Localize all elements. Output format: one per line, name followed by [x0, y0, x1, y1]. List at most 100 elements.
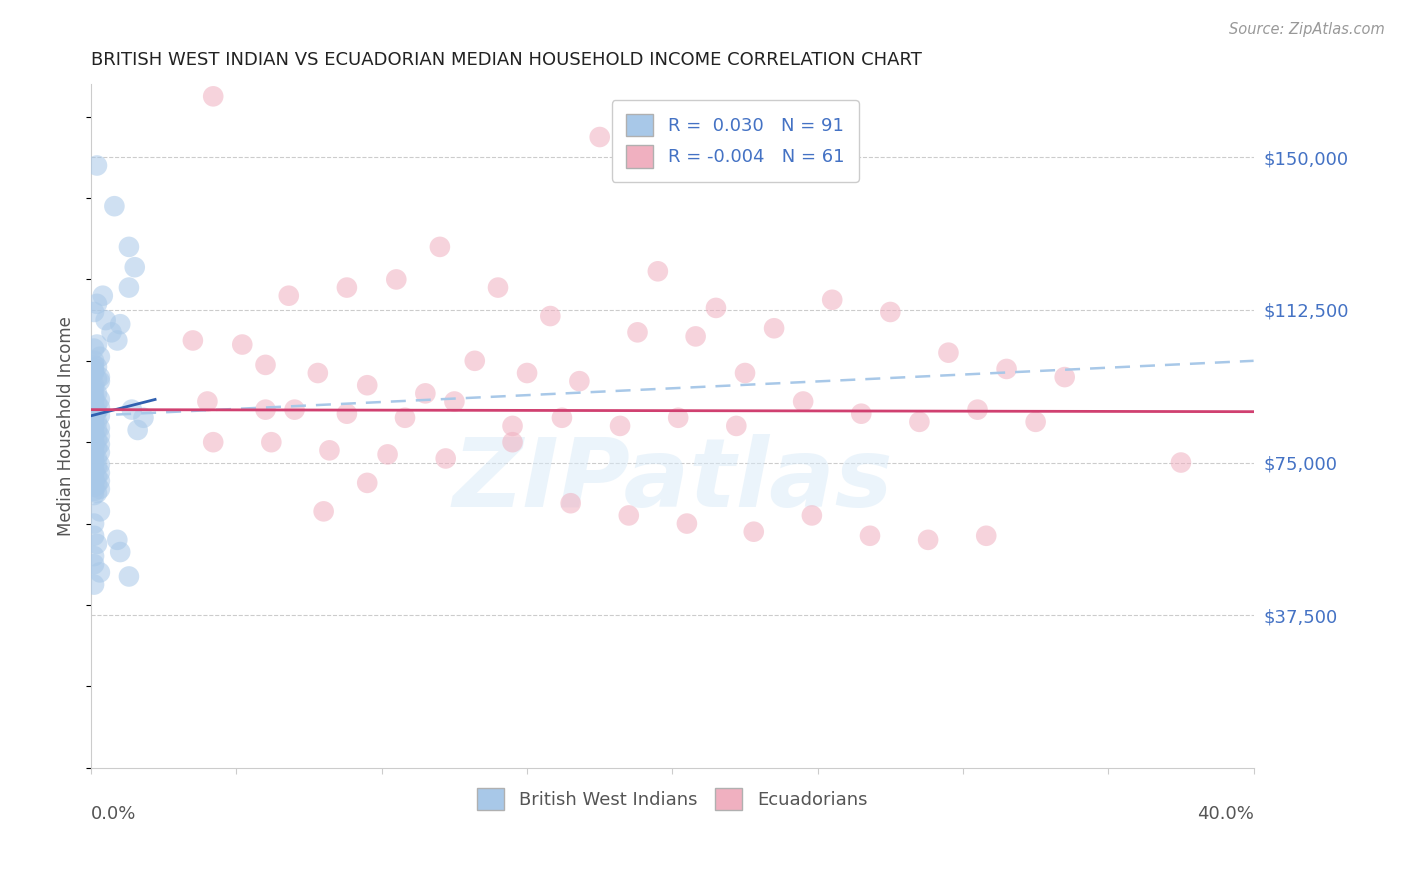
Point: [83, 475, 105, 490]
Point: [859, 529, 882, 543]
Point: [89, 392, 111, 407]
Point: [464, 353, 486, 368]
Point: [385, 272, 408, 286]
Point: [312, 504, 335, 518]
Point: [83, 435, 105, 450]
Point: [89, 421, 111, 435]
Point: [851, 407, 873, 421]
Point: [685, 329, 707, 343]
Point: [83, 472, 105, 486]
Point: [83, 394, 105, 409]
Point: [394, 410, 416, 425]
Point: [86, 470, 108, 484]
Point: [83, 529, 105, 543]
Point: [307, 366, 329, 380]
Point: [86, 459, 108, 474]
Point: [647, 264, 669, 278]
Point: [132, 410, 155, 425]
Point: [83, 427, 105, 442]
Point: [89, 409, 111, 423]
Point: [83, 382, 105, 396]
Point: [89, 466, 111, 480]
Point: [124, 260, 146, 275]
Point: [83, 378, 105, 392]
Point: [83, 391, 105, 405]
Point: [254, 358, 277, 372]
Point: [83, 443, 105, 458]
Point: [83, 353, 105, 368]
Point: [110, 317, 132, 331]
Point: [83, 464, 105, 478]
Point: [83, 558, 105, 572]
Point: [89, 374, 111, 388]
Point: [284, 402, 307, 417]
Point: [377, 447, 399, 461]
Point: [1053, 370, 1076, 384]
Point: [1170, 456, 1192, 470]
Point: [118, 240, 141, 254]
Point: [486, 280, 509, 294]
Text: 40.0%: 40.0%: [1197, 805, 1254, 823]
Point: [609, 418, 631, 433]
Point: [89, 458, 111, 472]
Point: [83, 402, 105, 417]
Point: [89, 350, 111, 364]
Point: [938, 345, 960, 359]
Point: [83, 450, 105, 464]
Point: [202, 435, 225, 450]
Point: [502, 435, 524, 450]
Point: [336, 407, 359, 421]
Point: [83, 362, 105, 376]
Point: [83, 358, 105, 372]
Point: [516, 366, 538, 380]
Point: [83, 439, 105, 453]
Point: [86, 537, 108, 551]
Point: [538, 309, 561, 323]
Point: [86, 405, 108, 419]
Point: [83, 388, 105, 402]
Point: [336, 280, 359, 294]
Text: 0.0%: 0.0%: [91, 805, 136, 823]
Point: [105, 533, 128, 547]
Point: [725, 418, 748, 433]
Point: [83, 364, 105, 378]
Point: [105, 334, 128, 348]
Point: [1025, 415, 1047, 429]
Point: [260, 435, 283, 450]
Point: [86, 297, 108, 311]
Point: [83, 577, 105, 591]
Point: [83, 447, 105, 461]
Point: [429, 240, 451, 254]
Point: [89, 482, 111, 496]
Point: [83, 305, 105, 319]
Point: [121, 402, 143, 417]
Point: [83, 431, 105, 445]
Point: [356, 475, 378, 490]
Point: [83, 467, 105, 482]
Point: [86, 415, 108, 429]
Point: [94, 313, 117, 327]
Point: [318, 443, 340, 458]
Point: [83, 480, 105, 494]
Point: [118, 280, 141, 294]
Point: [89, 474, 111, 488]
Point: [83, 456, 105, 470]
Point: [666, 410, 689, 425]
Point: [202, 89, 225, 103]
Point: [83, 516, 105, 531]
Point: [83, 461, 105, 475]
Point: [568, 374, 591, 388]
Point: [83, 342, 105, 356]
Point: [103, 199, 125, 213]
Point: [917, 533, 939, 547]
Point: [966, 402, 988, 417]
Point: [231, 337, 253, 351]
Point: [254, 402, 277, 417]
Point: [86, 159, 108, 173]
Point: [83, 413, 105, 427]
Point: [89, 445, 111, 459]
Point: [89, 370, 111, 384]
Point: [502, 418, 524, 433]
Point: [89, 504, 111, 518]
Point: [83, 483, 105, 498]
